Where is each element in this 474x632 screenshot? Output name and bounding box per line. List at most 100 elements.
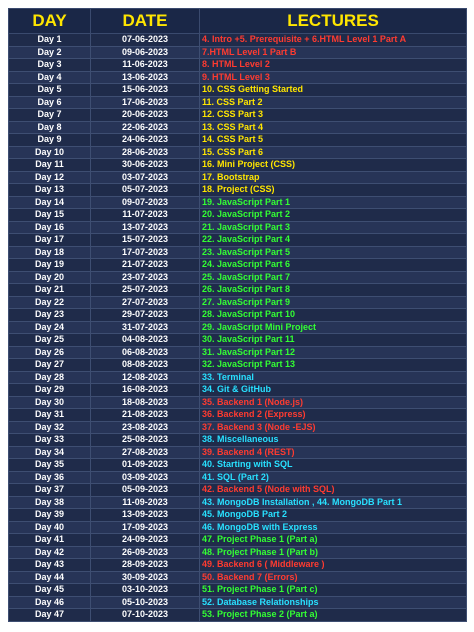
- day-cell: Day 8: [8, 120, 91, 134]
- date-cell: 15-06-2023: [90, 83, 200, 97]
- day-cell: Day 16: [8, 220, 91, 234]
- date-cell: 09-07-2023: [90, 195, 200, 209]
- day-cell: Day 46: [8, 595, 91, 609]
- table-row: Day 47 07-10-2023 53. Project Phase 2 (Par…: [8, 608, 467, 622]
- date-cell: 12-08-2023: [90, 370, 200, 384]
- table-row: Day 38 11-09-2023 43. MongoDB Installation…: [8, 495, 467, 509]
- lecture-cell: 33. Terminal: [199, 370, 467, 384]
- date-cell: 30-06-2023: [90, 158, 200, 172]
- date-header: DATE: [90, 8, 200, 34]
- day-cell: Day 2: [8, 45, 91, 59]
- table-row: Day 13 05-07-2023 18. Project (CSS): [8, 183, 467, 197]
- table-row: Day 42 26-09-2023 48. Project Phase 1 (Par…: [8, 545, 467, 559]
- date-cell: 17-09-2023: [90, 520, 200, 534]
- table-row: Day 33 25-08-2023 38. Miscellaneous: [8, 433, 467, 447]
- lecture-cell: 45. MongoDB Part 2: [199, 508, 467, 522]
- table-row: Day 15 11-07-2023 20. JavaScript Part 2: [8, 208, 467, 222]
- table-row: Day 23 29-07-2023 28. JavaScript Part 10: [8, 308, 467, 322]
- lecture-cell: 49. Backend 6 ( Middleware ): [199, 558, 467, 572]
- lecture-cell: 7.HTML Level 1 Part B: [199, 45, 467, 59]
- day-cell: Day 27: [8, 358, 91, 372]
- table-row: Day 1 07-06-2023 4. Intro +5. Prerequisite…: [8, 33, 467, 47]
- table-row: Day 18 17-07-2023 23. JavaScript Part 5: [8, 245, 467, 259]
- date-cell: 23-07-2023: [90, 270, 200, 284]
- date-cell: 13-09-2023: [90, 508, 200, 522]
- lecture-cell: 35. Backend 1 (Node.js): [199, 395, 467, 409]
- table-row: Day 43 28-09-2023 49. Backend 6 ( Middlewa…: [8, 558, 467, 572]
- table-row: Day 46 05-10-2023 52. Database Relationshi…: [8, 595, 467, 609]
- day-cell: Day 7: [8, 108, 91, 122]
- lecture-cell: 52. Database Relationships: [199, 595, 467, 609]
- table-row: Day 25 04-08-2023 30. JavaScript Part 11: [8, 333, 467, 347]
- day-cell: Day 25: [8, 333, 91, 347]
- date-cell: 05-07-2023: [90, 183, 200, 197]
- day-cell: Day 39: [8, 508, 91, 522]
- lecture-cell: 48. Project Phase 1 (Part b): [199, 545, 467, 559]
- date-cell: 20-06-2023: [90, 108, 200, 122]
- day-cell: Day 47: [8, 608, 91, 622]
- day-cell: Day 5: [8, 83, 91, 97]
- lecture-cell: 24. JavaScript Part 6: [199, 258, 467, 272]
- lecture-cell: 22. JavaScript Part 4: [199, 233, 467, 247]
- date-cell: 16-08-2023: [90, 383, 200, 397]
- date-cell: 01-09-2023: [90, 458, 200, 472]
- schedule-body: Day 1 07-06-2023 4. Intro +5. Prerequisite…: [8, 33, 467, 622]
- lecture-cell: 51. Project Phase 1 (Part c): [199, 583, 467, 597]
- lecture-cell: 16. Mini Project (CSS): [199, 158, 467, 172]
- lecture-cell: 32. JavaScript Part 13: [199, 358, 467, 372]
- lecture-cell: 18. Project (CSS): [199, 183, 467, 197]
- table-row: Day 19 21-07-2023 24. JavaScript Part 6: [8, 258, 467, 272]
- day-cell: Day 12: [8, 170, 91, 184]
- day-cell: Day 3: [8, 58, 91, 72]
- day-cell: Day 1: [8, 33, 91, 47]
- date-cell: 26-09-2023: [90, 545, 200, 559]
- lecture-cell: 30. JavaScript Part 11: [199, 333, 467, 347]
- table-row: Day 5 15-06-2023 10. CSS Getting Started: [8, 83, 467, 97]
- table-row: Day 14 09-07-2023 19. JavaScript Part 1: [8, 195, 467, 209]
- lecture-cell: 36. Backend 2 (Express): [199, 408, 467, 422]
- day-cell: Day 43: [8, 558, 91, 572]
- table-row: Day 31 21-08-2023 36. Backend 2 (Express): [8, 408, 467, 422]
- table-row: Day 11 30-06-2023 16. Mini Project (CSS): [8, 158, 467, 172]
- lecture-cell: 14. CSS Part 5: [199, 133, 467, 147]
- lecture-cell: 37. Backend 3 (Node -EJS): [199, 420, 467, 434]
- day-cell: Day 4: [8, 70, 91, 84]
- lecture-cell: 17. Bootstrap: [199, 170, 467, 184]
- table-row: Day 8 22-06-2023 13. CSS Part 4: [8, 120, 467, 134]
- table-row: Day 28 12-08-2023 33. Terminal: [8, 370, 467, 384]
- date-cell: 08-08-2023: [90, 358, 200, 372]
- lecture-cell: 20. JavaScript Part 2: [199, 208, 467, 222]
- date-cell: 21-08-2023: [90, 408, 200, 422]
- day-cell: Day 24: [8, 320, 91, 334]
- day-cell: Day 21: [8, 283, 91, 297]
- table-row: Day 9 24-06-2023 14. CSS Part 5: [8, 133, 467, 147]
- day-cell: Day 11: [8, 158, 91, 172]
- day-cell: Day 23: [8, 308, 91, 322]
- day-cell: Day 40: [8, 520, 91, 534]
- date-cell: 31-07-2023: [90, 320, 200, 334]
- date-cell: 11-07-2023: [90, 208, 200, 222]
- lecture-cell: 34. Git & GitHub: [199, 383, 467, 397]
- lecture-cell: 40. Starting with SQL: [199, 458, 467, 472]
- date-cell: 03-09-2023: [90, 470, 200, 484]
- lecture-cell: 27. JavaScript Part 9: [199, 295, 467, 309]
- table-row: Day 4 13-06-2023 9. HTML Level 3: [8, 70, 467, 84]
- day-cell: Day 42: [8, 545, 91, 559]
- table-row: Day 37 05-09-2023 42. Backend 5 (Node with…: [8, 483, 467, 497]
- table-row: Day 24 31-07-2023 29. JavaScript Mini Proj…: [8, 320, 467, 334]
- table-row: Day 27 08-08-2023 32. JavaScript Part 13: [8, 358, 467, 372]
- day-cell: Day 20: [8, 270, 91, 284]
- day-cell: Day 44: [8, 570, 91, 584]
- date-cell: 11-06-2023: [90, 58, 200, 72]
- date-cell: 18-08-2023: [90, 395, 200, 409]
- day-cell: Day 36: [8, 470, 91, 484]
- lecture-cell: 13. CSS Part 4: [199, 120, 467, 134]
- lecture-schedule-table: DAY DATE LECTURES Day 1 07-06-2023 4. Intr…: [8, 8, 467, 622]
- date-cell: 05-09-2023: [90, 483, 200, 497]
- date-cell: 24-09-2023: [90, 533, 200, 547]
- table-row: Day 45 03-10-2023 51. Project Phase 1 (Par…: [8, 583, 467, 597]
- table-row: Day 39 13-09-2023 45. MongoDB Part 2: [8, 508, 467, 522]
- lecture-cell: 47. Project Phase 1 (Part a): [199, 533, 467, 547]
- date-cell: 25-07-2023: [90, 283, 200, 297]
- table-row: Day 44 30-09-2023 50. Backend 7 (Errors): [8, 570, 467, 584]
